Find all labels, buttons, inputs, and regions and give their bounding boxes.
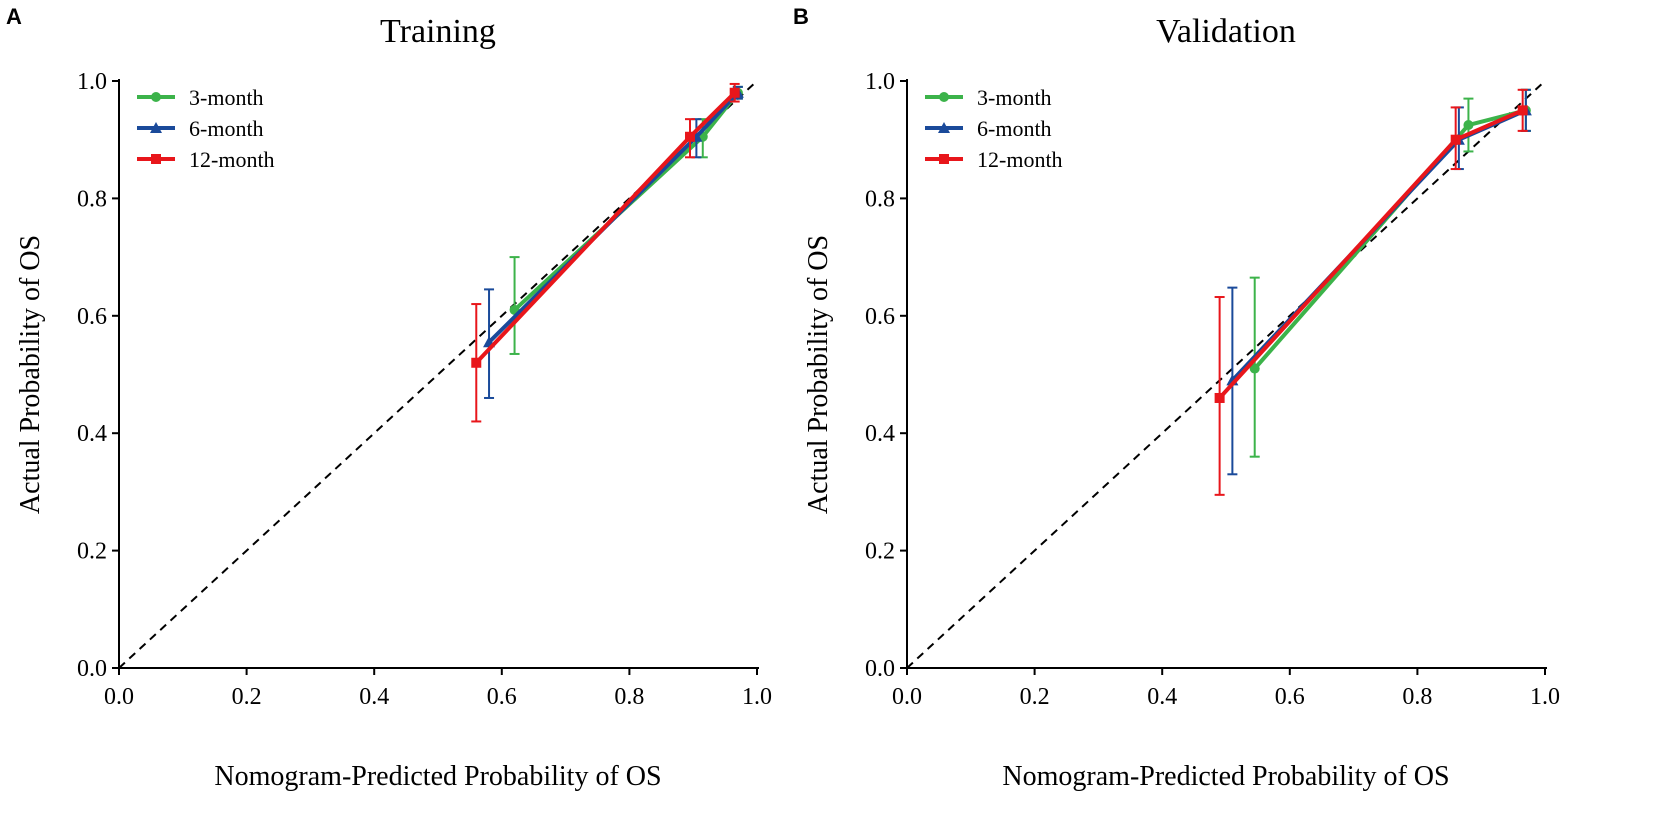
chart-title: Validation bbox=[1156, 13, 1296, 50]
data-point-square bbox=[1214, 392, 1225, 403]
y-tick-label: 0.2 bbox=[77, 539, 107, 565]
panel-b: B Validation 0.0 0.2 0.4 0.6 0.8 1.0 0.0 0.2 0.4 0.… bbox=[793, 4, 1560, 792]
y-tick-label: 0.6 bbox=[865, 304, 895, 330]
x-tick-label: 0.0 bbox=[892, 684, 922, 710]
legend-label: 12-month bbox=[189, 147, 275, 172]
y-tick-label: 0.2 bbox=[865, 539, 895, 565]
y-tick-label: 0.6 bbox=[77, 304, 107, 330]
panel-letter: A bbox=[6, 4, 22, 29]
x-tick-label: 1.0 bbox=[1530, 684, 1560, 710]
series-3-month bbox=[1249, 88, 1531, 458]
series-line bbox=[1230, 108, 1527, 382]
data-point-circle bbox=[1249, 363, 1260, 374]
legend-marker-triangle bbox=[150, 122, 162, 133]
legend-label: 3-month bbox=[977, 85, 1052, 110]
y-tick-label: 0.4 bbox=[865, 421, 895, 447]
series-line bbox=[474, 91, 737, 365]
y-tick-label: 1.0 bbox=[865, 69, 895, 95]
legend-label: 3-month bbox=[189, 85, 264, 110]
chart-title: Training bbox=[380, 13, 496, 50]
y-tick-label: 0.4 bbox=[77, 421, 107, 447]
x-tick-label: 0.8 bbox=[614, 684, 644, 710]
panel-a: A Training 0.0 0.2 0.4 0.6 0.8 1.0 0.0 0.2 0.4 0.6 0… bbox=[6, 4, 772, 792]
legend-label: 6-month bbox=[977, 116, 1052, 141]
x-tick-label: 0.0 bbox=[104, 684, 134, 710]
legend-marker-circle bbox=[939, 92, 949, 102]
legend-marker-triangle bbox=[938, 122, 950, 133]
data-point-square bbox=[1450, 134, 1461, 145]
legend-marker-square bbox=[151, 154, 161, 164]
panel-letter: B bbox=[793, 4, 809, 29]
y-tick-label: 0.8 bbox=[77, 186, 107, 212]
series-6-month bbox=[1226, 88, 1532, 476]
x-tick-label: 0.2 bbox=[1020, 684, 1050, 710]
reference-diagonal-line bbox=[906, 80, 1546, 669]
y-tick-label: 0.8 bbox=[865, 186, 895, 212]
x-tick-label: 0.8 bbox=[1402, 684, 1432, 710]
data-point-square bbox=[471, 357, 482, 368]
legend-label: 6-month bbox=[189, 116, 264, 141]
legend-label: 12-month bbox=[977, 147, 1063, 172]
y-tick-label: 0.0 bbox=[865, 656, 895, 682]
data-point-square bbox=[685, 131, 696, 142]
y-axis-label: Actual Probability of OS bbox=[803, 235, 834, 514]
legend-marker-circle bbox=[151, 92, 161, 102]
y-tick-label: 1.0 bbox=[77, 69, 107, 95]
legend-marker-square bbox=[939, 154, 949, 164]
x-tick-label: 0.4 bbox=[1147, 684, 1177, 710]
series-12-month bbox=[1214, 88, 1528, 496]
x-tick-label: 0.4 bbox=[359, 684, 389, 710]
x-tick-label: 1.0 bbox=[742, 684, 772, 710]
x-axis-label: Nomogram-Predicted Probability of OS bbox=[214, 761, 661, 792]
x-tick-label: 0.2 bbox=[232, 684, 262, 710]
x-tick-label: 0.6 bbox=[1275, 684, 1305, 710]
y-tick-label: 0.0 bbox=[77, 656, 107, 682]
series-line bbox=[1253, 108, 1527, 370]
series-12-month bbox=[471, 82, 740, 423]
y-axis-label: Actual Probability of OS bbox=[15, 235, 46, 514]
reference-diagonal-line bbox=[118, 80, 758, 669]
data-point-square bbox=[1517, 105, 1528, 116]
x-axis-label: Nomogram-Predicted Probability of OS bbox=[1002, 761, 1449, 792]
data-point-square bbox=[729, 87, 740, 98]
data-point-circle bbox=[1463, 120, 1474, 131]
x-tick-label: 0.6 bbox=[487, 684, 517, 710]
